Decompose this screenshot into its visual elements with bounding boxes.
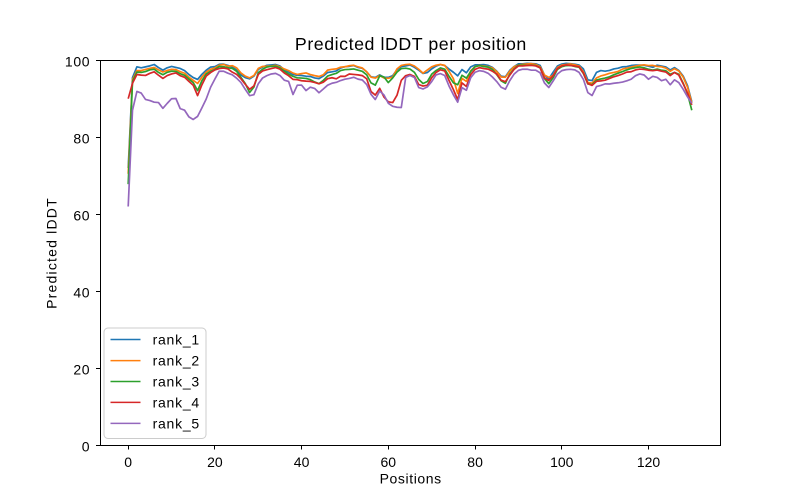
svg-text:rank_1: rank_1 [153,331,200,347]
svg-text:rank_5: rank_5 [153,415,200,431]
svg-text:20: 20 [207,454,223,470]
svg-text:rank_2: rank_2 [153,353,200,369]
svg-text:Positions: Positions [380,471,442,487]
svg-text:0: 0 [124,454,132,470]
svg-text:Predicted lDDT per position: Predicted lDDT per position [295,34,527,54]
svg-text:80: 80 [467,454,483,470]
svg-text:80: 80 [73,130,90,146]
svg-text:rank_4: rank_4 [153,394,200,410]
svg-text:40: 40 [294,454,310,470]
svg-text:100: 100 [550,454,574,470]
svg-text:rank_3: rank_3 [153,373,200,389]
svg-text:120: 120 [637,454,661,470]
svg-text:60: 60 [73,207,90,223]
svg-text:20: 20 [73,361,90,377]
svg-text:0: 0 [82,438,91,454]
svg-text:Predicted lDDT: Predicted lDDT [43,197,59,309]
svg-text:100: 100 [65,53,90,69]
svg-text:60: 60 [381,454,397,470]
svg-text:40: 40 [73,284,90,300]
